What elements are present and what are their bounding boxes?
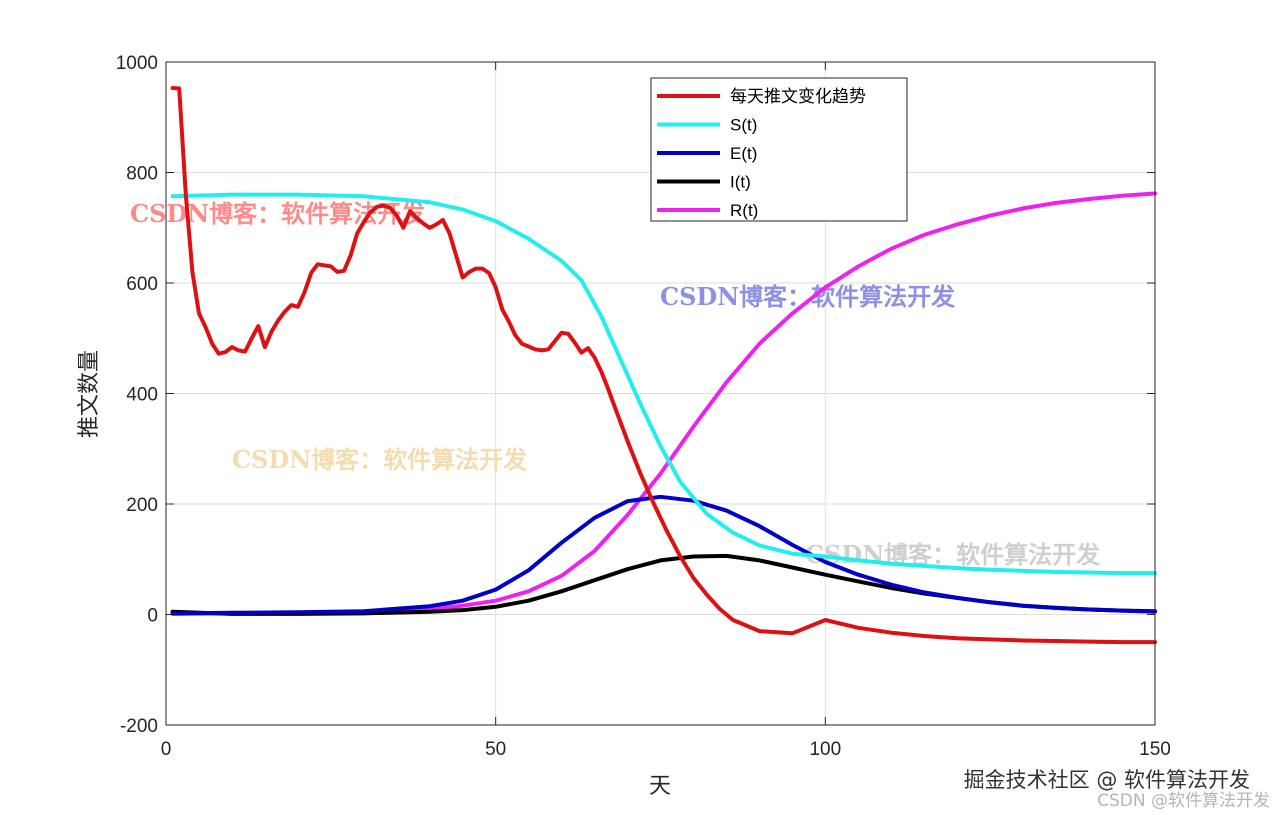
watermark-text: CSDN博客：软件算法开发: [805, 540, 1100, 569]
legend-entry: 每天推文变化趋势: [730, 87, 866, 106]
footer-credit: 掘金技术社区 @ 软件算法开发: [964, 768, 1250, 792]
y-tick-label: -200: [120, 716, 158, 737]
y-axis-label: 推文数量: [77, 350, 102, 438]
y-tick-label: 0: [147, 606, 158, 627]
watermark-text: CSDN博客：软件算法开发: [232, 445, 527, 474]
y-tick-label: 200: [126, 495, 158, 516]
watermark-text: CSDN博客：软件算法开发: [660, 282, 955, 311]
series-line-4: [170, 191, 1157, 616]
x-tick-label: 50: [485, 739, 506, 760]
footer-credit-secondary: CSDN @软件算法开发: [1097, 791, 1270, 811]
legend: 每天推文变化趋势 S(t) E(t) I(t) R(t): [650, 77, 908, 222]
x-tick-label: 0: [161, 739, 172, 760]
series-line-2: [170, 494, 1157, 616]
legend-entry: I(t): [730, 173, 751, 192]
legend-entry: R(t): [730, 201, 758, 220]
watermarks: CSDN博客：软件算法开发 CSDN博客：软件算法开发 CSDN博客：软件算法开发 C…: [130, 199, 1100, 569]
x-tick-labels: 0 50 100 150: [161, 739, 1171, 760]
y-tick-label: 800: [126, 164, 158, 185]
series-group: [170, 86, 1157, 645]
series-line-1: [170, 192, 1157, 576]
y-tick-label: 400: [126, 385, 158, 406]
x-axis-label: 天: [649, 774, 671, 799]
y-tick-label: 1000: [116, 53, 158, 74]
x-tick-label: 100: [809, 739, 841, 760]
x-tick-label: 150: [1139, 739, 1171, 760]
y-tick-label: 600: [126, 274, 158, 295]
legend-entry: S(t): [730, 116, 757, 135]
series-line-0: [170, 86, 1157, 645]
y-tick-labels: -200 0 200 400 600 800 1000: [116, 53, 158, 737]
tick-marks: [165, 61, 1156, 726]
legend-box: [650, 77, 908, 222]
legend-entry: E(t): [730, 144, 757, 163]
watermark-text: CSDN博客：软件算法开发: [130, 199, 425, 228]
